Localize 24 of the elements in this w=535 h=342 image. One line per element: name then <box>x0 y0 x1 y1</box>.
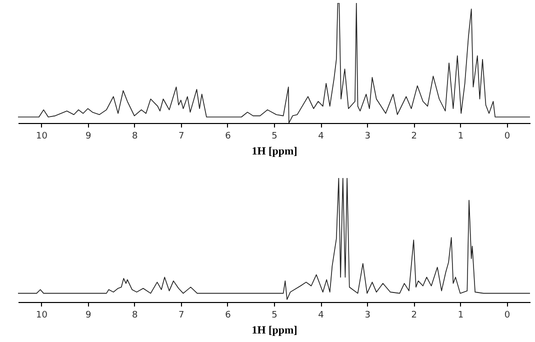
x-tick-label: 2 <box>411 310 418 320</box>
x-tick-label: 7 <box>178 132 184 142</box>
x-tick-label: 4 <box>318 132 324 142</box>
x-tick-label: 10 <box>36 132 48 142</box>
x-tick-label: 10 <box>36 310 48 320</box>
x-axis-title: 1H [ppm] <box>252 146 298 158</box>
x-tick-label: 9 <box>85 310 92 320</box>
x-tick-label: 5 <box>272 132 278 142</box>
x-tick-label: 8 <box>132 310 138 320</box>
x-tick-label: 0 <box>504 132 510 142</box>
x-axis-title: 1H [ppm] <box>252 324 298 336</box>
x-tick-label: 5 <box>272 310 278 320</box>
x-tick-label: 8 <box>132 132 138 142</box>
x-tick-label: 1 <box>458 310 464 320</box>
x-tick-label: 4 <box>318 310 324 320</box>
x-tick-label: 9 <box>85 132 92 142</box>
x-tick-label: 3 <box>364 132 370 142</box>
x-tick-label: 2 <box>411 132 418 142</box>
x-tick-label: 7 <box>178 310 184 320</box>
x-tick-label: 6 <box>225 132 232 142</box>
x-tick-label: 0 <box>504 310 510 320</box>
x-tick-label: 3 <box>364 310 370 320</box>
x-tick-label: 1 <box>458 132 464 142</box>
x-tick-label: 6 <box>225 310 232 320</box>
